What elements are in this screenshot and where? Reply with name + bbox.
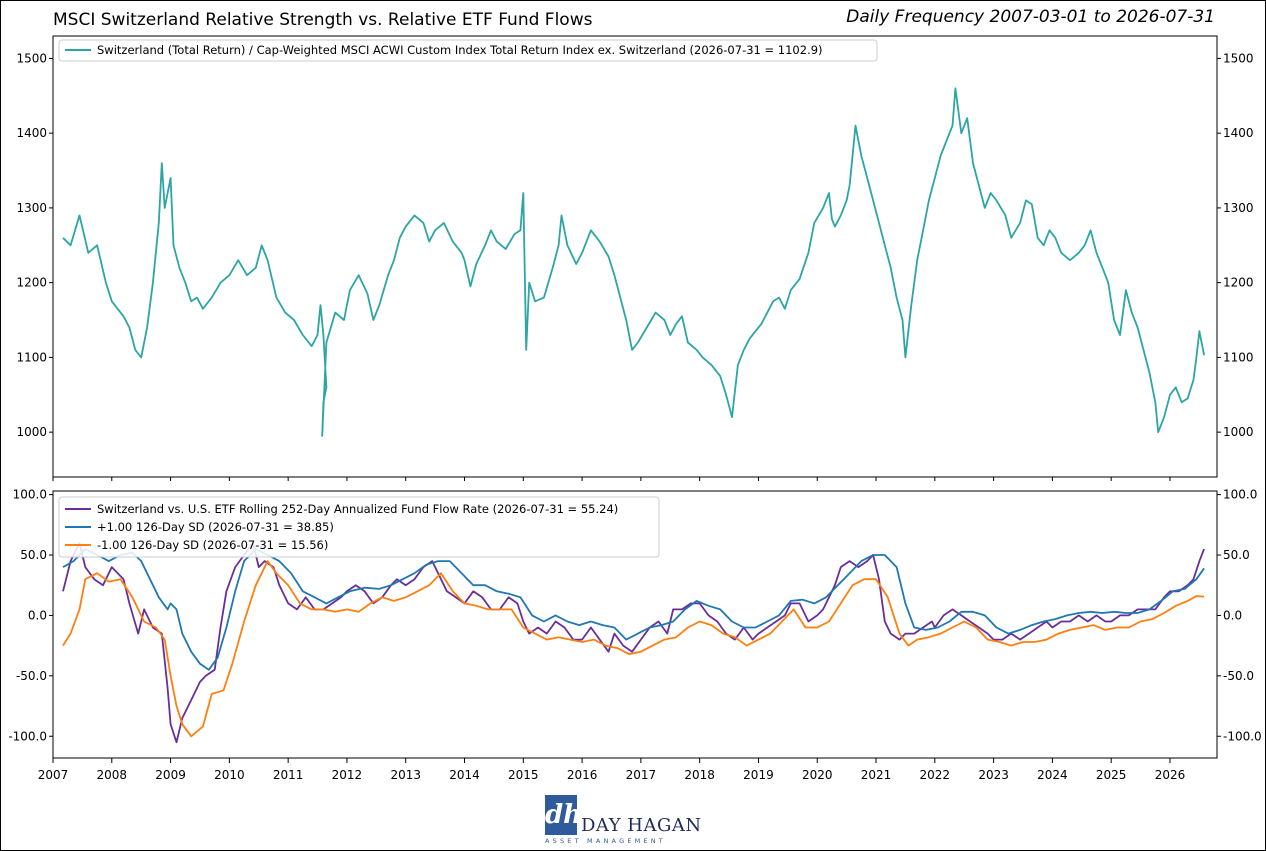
x-tick-label: 2007 (38, 768, 69, 782)
top-legend-label: Switzerland (Total Return) / Cap-Weighte… (97, 43, 823, 57)
top-legend-box (58, 39, 878, 62)
x-tick-label: 2011 (273, 768, 304, 782)
bottom-y-tick-label-left: -50.0 (16, 669, 47, 683)
top-legend: Switzerland (Total Return) / Cap-Weighte… (58, 39, 878, 62)
x-tick-label: 2015 (508, 768, 539, 782)
chart-subtitle: Daily Frequency 2007-03-01 to 2026-07-31 (846, 7, 1215, 27)
top-y-tick-label-right: 1300 (1223, 201, 1254, 215)
bottom-y-tick-label-right: 0.0 (1223, 608, 1242, 622)
x-tick-label: 2009 (155, 768, 186, 782)
x-tick-label: 2016 (567, 768, 598, 782)
top-plot-area (52, 35, 1218, 478)
x-tick-label: 2008 (97, 768, 128, 782)
top-panel: 1000 1000 1100 1100 1200 1200 1300 1300 1400 1400… (16, 35, 1254, 481)
x-tick-label: 2014 (449, 768, 480, 782)
x-tick-label: 2018 (684, 768, 715, 782)
logo-mark: dh (545, 795, 582, 835)
bottom-y-tick-label-right: -100.0 (1223, 729, 1262, 743)
bottom-y-ticks: -100.0 -100.0 -50.0 -50.0 0.0 0.0 50.0 50.0 100.… (8, 488, 1261, 744)
bottom-y-tick-label-right: -50.0 (1223, 669, 1254, 683)
top-y-tick-label-left: 1100 (16, 350, 47, 364)
bottom-legend-box (58, 496, 660, 558)
bottom-y-tick-label-left: -100.0 (8, 729, 47, 743)
top-y-tick-label-right: 1200 (1223, 276, 1254, 290)
top-y-tick-label-right: 1400 (1223, 126, 1254, 140)
top-y-tick-label-right: 1100 (1223, 350, 1254, 364)
bottom-y-tick-label-left: 50.0 (20, 548, 47, 562)
top-y-ticks: 1000 1000 1100 1100 1200 1200 1300 1300 1400 1400… (16, 51, 1254, 481)
x-tick-label: 2025 (1096, 768, 1127, 782)
legend-label-flow: Switzerland vs. U.S. ETF Rolling 252-Day… (97, 502, 618, 516)
logo-name: DAY HAGAN (581, 815, 702, 836)
top-series-lines (62, 87, 1205, 437)
legend-label-plus-sd: +1.00 126-Day SD (2026-07-31 = 38.85) (97, 520, 334, 534)
legend-label-minus-sd: -1.00 126-Day SD (2026-07-31 = 15.56) (97, 538, 328, 552)
company-logo: dh DAY HAGAN ASSET MANAGEMENT (545, 795, 701, 845)
bottom-y-tick-label-right: 100.0 (1223, 488, 1257, 502)
top-y-tick-label-left: 1200 (16, 276, 47, 290)
bottom-series-line-1 (62, 548, 1205, 671)
x-tick-label: 2017 (626, 768, 657, 782)
bottom-y-tick-label-left: 100.0 (13, 488, 47, 502)
x-tick-label: 2026 (1155, 768, 1186, 782)
top-y-tick-label-left: 1000 (16, 425, 47, 439)
top-y-tick-label-right: 1500 (1223, 51, 1254, 65)
bottom-y-tick-label-left: 0.0 (28, 608, 47, 622)
bottom-legend: Switzerland vs. U.S. ETF Rolling 252-Day… (58, 496, 660, 558)
x-tick-label: 2010 (214, 768, 245, 782)
top-y-tick-label-left: 1500 (16, 51, 47, 65)
chart-title: MSCI Switzerland Relative Strength vs. R… (53, 10, 593, 30)
top-y-tick-label-right: 1000 (1223, 425, 1254, 439)
x-axis-ticks: 2007 2008 2009 2010 2011 2012 2013 2014 2015 2016… (38, 758, 1186, 782)
bottom-series-line-2 (62, 560, 1205, 738)
bottom-y-tick-label-right: 50.0 (1223, 548, 1250, 562)
x-tick-label: 2019 (743, 768, 774, 782)
x-tick-label: 2022 (920, 768, 951, 782)
top-series-line-0 (62, 87, 1205, 437)
x-tick-label: 2021 (861, 768, 892, 782)
top-y-tick-label-left: 1400 (16, 126, 47, 140)
bottom-panel: -100.0 -100.0 -50.0 -50.0 0.0 0.0 50.0 50.0 100.… (8, 488, 1261, 782)
x-tick-label: 2020 (802, 768, 833, 782)
top-y-tick-label-left: 1300 (16, 201, 47, 215)
x-tick-label: 2024 (1037, 768, 1068, 782)
x-tick-label: 2012 (332, 768, 363, 782)
logo-subtitle: ASSET MANAGEMENT (545, 837, 666, 845)
x-tick-label: 2023 (978, 768, 1009, 782)
x-tick-label: 2013 (390, 768, 421, 782)
